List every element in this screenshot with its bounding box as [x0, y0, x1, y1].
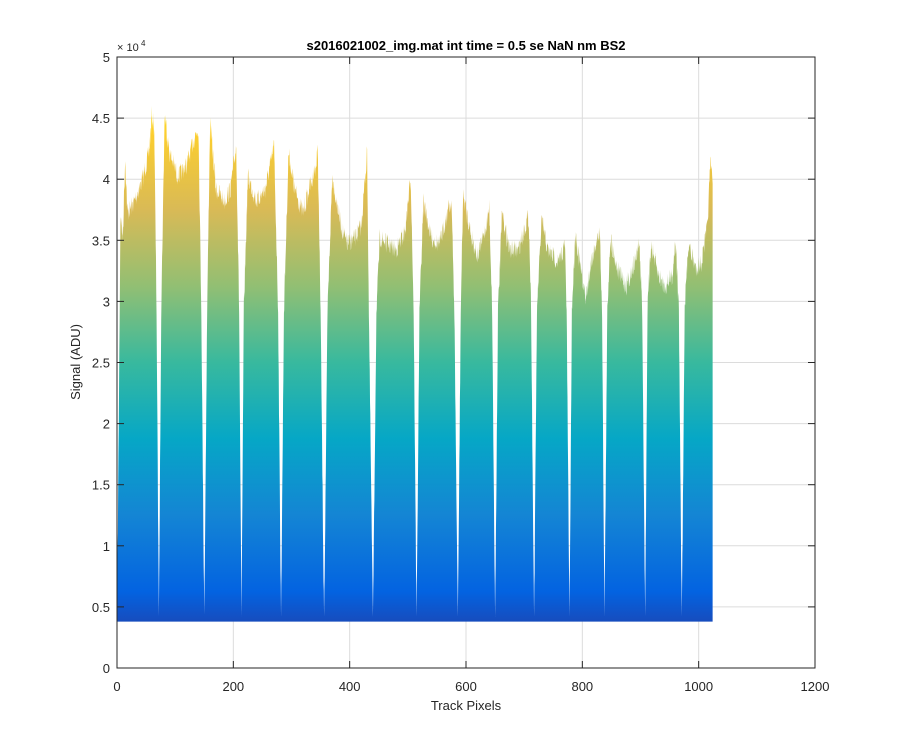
y-tick-label: 3 — [103, 294, 110, 309]
y-tick-label: 5 — [103, 50, 110, 65]
x-tick-label: 1200 — [801, 679, 830, 694]
y-exponent-base: × 10 — [117, 42, 139, 54]
y-tick-label: 2.5 — [92, 356, 110, 371]
signal-area — [117, 105, 713, 622]
y-tick-label: 1.5 — [92, 478, 110, 493]
y-tick-label: 4.5 — [92, 111, 110, 126]
x-tick-label: 400 — [339, 679, 361, 694]
x-axis-label: Track Pixels — [431, 698, 502, 713]
y-tick-label: 3.5 — [92, 233, 110, 248]
x-tick-label: 0 — [113, 679, 120, 694]
y-tick-label: 0.5 — [92, 600, 110, 615]
y-exponent-power: 4 — [141, 39, 146, 48]
x-tick-label: 600 — [455, 679, 477, 694]
chart-title: s2016021002_img.mat int time = 0.5 se Na… — [306, 38, 625, 53]
y-tick-label: 0 — [103, 661, 110, 676]
y-tick-label: 4 — [103, 172, 110, 187]
y-axis: 0 0.5 1 1.5 2 2.5 3 3.5 4 4.5 5 — [92, 50, 815, 676]
y-axis-label: Signal (ADU) — [68, 324, 83, 400]
y-tick-label: 2 — [103, 417, 110, 432]
x-tick-label: 1000 — [684, 679, 713, 694]
y-tick-label: 1 — [103, 539, 110, 554]
x-tick-label: 200 — [222, 679, 244, 694]
x-tick-label: 800 — [571, 679, 593, 694]
x-axis: 0 200 400 600 800 1000 1200 — [113, 57, 829, 694]
